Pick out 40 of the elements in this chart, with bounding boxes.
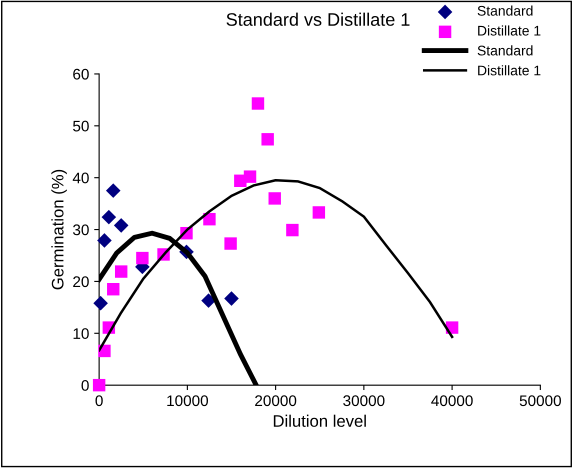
x-tick-label: 40000 xyxy=(431,395,473,406)
x-tick-label: 0 xyxy=(95,395,103,406)
chart-title: Standard vs Distillate 1 xyxy=(226,12,410,26)
legend-label: Standard xyxy=(478,6,532,16)
point xyxy=(244,170,256,183)
x-tick-label: 10000 xyxy=(167,395,208,406)
x-axis-title: Dilution level xyxy=(274,414,366,427)
y-axis-title: Germination (%) xyxy=(51,170,67,290)
x-tick-label: 30000 xyxy=(343,395,384,406)
y-tick-label: 60 xyxy=(73,68,89,80)
point xyxy=(98,344,111,358)
legend-label: Standard xyxy=(478,45,532,56)
y-tick-label: 20 xyxy=(73,276,89,288)
legend-label: Distillate 1 xyxy=(478,65,540,76)
y-tick-label: 30 xyxy=(72,224,89,236)
point xyxy=(102,210,116,224)
point xyxy=(252,97,264,110)
point xyxy=(261,133,274,146)
point xyxy=(106,183,121,198)
point xyxy=(224,291,239,306)
y-tick-label: 0 xyxy=(82,380,89,391)
point xyxy=(107,282,120,296)
point xyxy=(136,252,149,264)
point xyxy=(114,265,128,278)
point xyxy=(203,212,216,226)
point xyxy=(286,224,299,236)
point xyxy=(97,233,112,248)
point xyxy=(114,218,128,233)
y-tick-label: 40 xyxy=(72,172,89,184)
legend-label: Distillate 1 xyxy=(478,25,540,36)
point xyxy=(268,192,281,205)
point xyxy=(92,378,106,392)
x-tick-label: 50000 xyxy=(520,395,561,406)
y-tick-label: 10 xyxy=(74,328,89,339)
point xyxy=(224,237,237,250)
point xyxy=(201,293,216,308)
point xyxy=(312,206,326,219)
point xyxy=(93,296,108,310)
y-tick-label: 50 xyxy=(73,120,89,132)
x-tick-label: 20000 xyxy=(255,395,296,406)
